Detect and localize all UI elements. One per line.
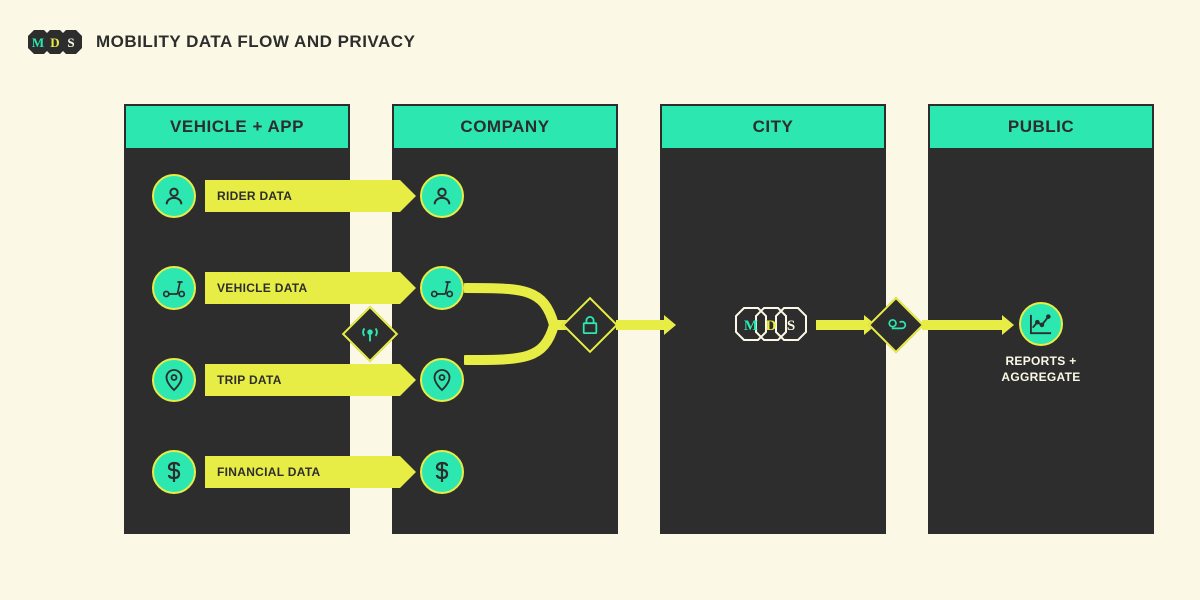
chart-icon (1019, 302, 1063, 346)
svg-text:S: S (67, 35, 74, 50)
caption-line-2: AGGREGATE (1001, 370, 1080, 384)
column-body-city: M D S (660, 150, 886, 534)
column-header-vehicle: VEHICLE + APP (124, 104, 350, 150)
mds-logo-small: M D S (26, 28, 84, 56)
public-caption: REPORTS + AGGREGATE (928, 354, 1154, 385)
column-header-company: COMPANY (392, 104, 618, 150)
svg-text:M: M (744, 318, 758, 334)
pin-icon (152, 358, 196, 402)
scooter-icon (420, 266, 464, 310)
pin-icon (420, 358, 464, 402)
svg-text:D: D (766, 318, 777, 334)
column-header-city: CITY (660, 104, 886, 150)
header: M D S MOBILITY DATA FLOW AND PRIVACY (26, 28, 415, 56)
arrow-city-to-weather (816, 320, 864, 330)
person-icon (420, 174, 464, 218)
mds-logo-city: M D S (733, 306, 813, 347)
svg-text:D: D (50, 35, 59, 50)
arrow-weather-to-public (922, 320, 1002, 330)
scooter-icon (152, 266, 196, 310)
page-title: MOBILITY DATA FLOW AND PRIVACY (96, 32, 415, 52)
flow-vehicle-data: VEHICLE DATA (205, 272, 400, 304)
person-icon (152, 174, 196, 218)
flow-rider-data: RIDER DATA (205, 180, 400, 212)
column-city: CITY M D S (660, 104, 886, 534)
flow-trip-data: TRIP DATA (205, 364, 400, 396)
svg-text:S: S (787, 318, 795, 334)
column-public: PUBLIC REPORTS + AGGREGATE (928, 104, 1154, 534)
signal-diamond-icon (342, 306, 399, 363)
column-header-public: PUBLIC (928, 104, 1154, 150)
column-body-public: REPORTS + AGGREGATE (928, 150, 1154, 534)
arrow-lock-to-city (616, 320, 664, 330)
caption-line-1: REPORTS + (1005, 354, 1076, 368)
svg-text:M: M (32, 35, 44, 50)
dollar-icon (420, 450, 464, 494)
dollar-icon (152, 450, 196, 494)
flow-financial-data: FINANCIAL DATA (205, 456, 400, 488)
